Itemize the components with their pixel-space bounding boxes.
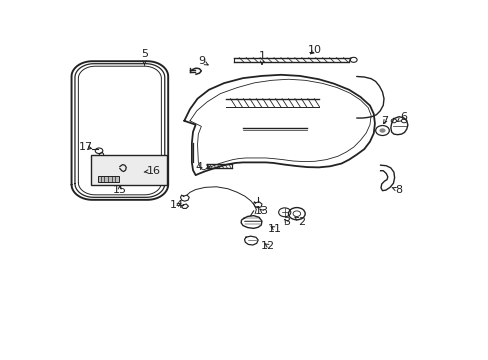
Text: 3: 3 <box>283 217 289 227</box>
Text: 7: 7 <box>381 116 388 126</box>
Text: 16: 16 <box>144 166 161 176</box>
Circle shape <box>379 128 385 133</box>
Text: 8: 8 <box>391 185 401 195</box>
Bar <box>91 155 167 185</box>
Bar <box>98 176 119 183</box>
Text: 10: 10 <box>307 45 322 55</box>
Text: 17: 17 <box>79 142 93 152</box>
Text: 2: 2 <box>294 217 305 227</box>
Text: 6: 6 <box>397 112 407 122</box>
Text: 15: 15 <box>113 185 126 195</box>
Text: 9: 9 <box>197 56 208 66</box>
Text: 12: 12 <box>260 240 274 251</box>
Text: 1: 1 <box>258 51 265 64</box>
Text: 11: 11 <box>268 224 282 234</box>
Text: 14: 14 <box>169 201 183 210</box>
Text: 5: 5 <box>141 49 148 65</box>
Text: 13: 13 <box>254 206 268 216</box>
Text: 4: 4 <box>196 162 209 172</box>
